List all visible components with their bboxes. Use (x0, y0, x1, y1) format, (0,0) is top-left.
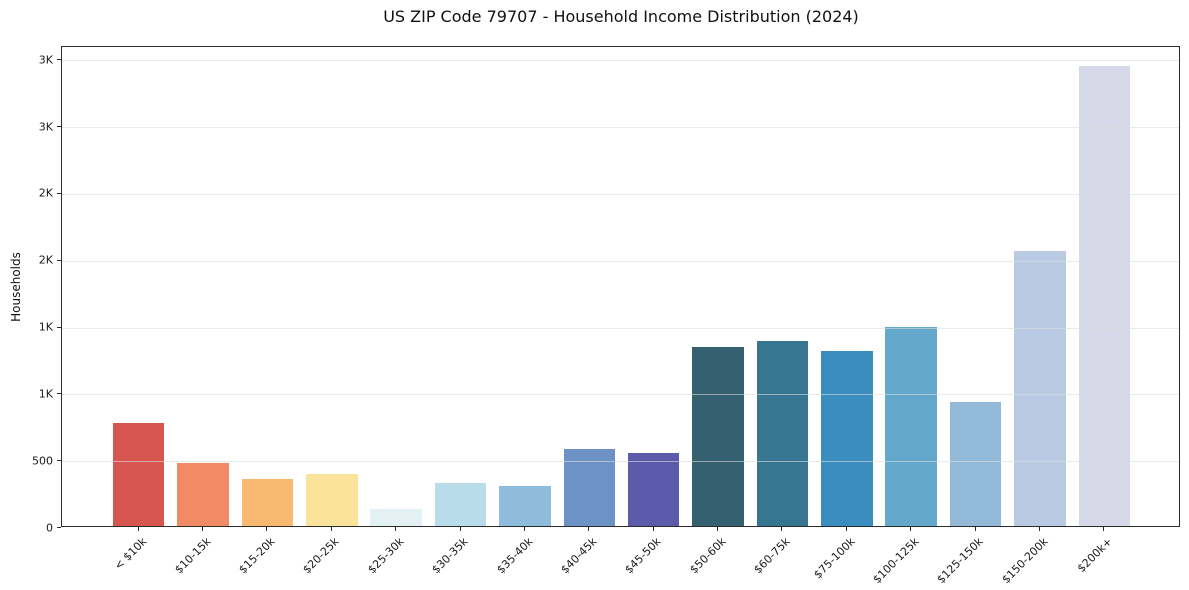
bar-$30-35k (434, 483, 487, 526)
x-tick-label: $35-40k (493, 535, 536, 577)
x-tick-label: $45-50k (622, 535, 664, 577)
bar-$15-20k (241, 479, 294, 526)
y-tick-mark (57, 126, 61, 128)
y-tick-label: 3K (38, 120, 53, 134)
bar-$60-75k (756, 340, 809, 526)
bar-$125-150k (949, 401, 1002, 526)
x-tick-mark (845, 527, 847, 531)
x-tick-mark (395, 527, 397, 531)
x-tick-mark (717, 527, 719, 531)
x-tick-mark (910, 527, 912, 531)
y-tick-label: 0 (46, 521, 53, 534)
x-tick-label: $25-30k (365, 535, 407, 577)
x-tick-label: $15-20k (236, 535, 278, 577)
x-tick-mark (974, 527, 976, 531)
x-tick-mark (652, 527, 654, 531)
x-tick-mark (588, 527, 590, 531)
y-tick-label: 2K (38, 186, 53, 200)
x-tick-mark (266, 527, 268, 531)
gridline (62, 193, 1179, 195)
x-tick-label: $10-15k (171, 535, 214, 577)
x-tick-mark (330, 527, 332, 531)
x-tick-label: $30-35k (429, 535, 471, 577)
x-tick-label: $125-150k (934, 535, 986, 587)
bar-$100-125k (885, 326, 937, 526)
bar-$150-200k (1014, 251, 1066, 526)
y-tick-label: 2K (38, 253, 53, 267)
bar-$45-50k (627, 453, 680, 526)
x-tick-label: $100-125k (870, 535, 922, 587)
bar-$20-25k (306, 473, 358, 526)
y-tick-mark (57, 259, 61, 261)
gridline (62, 327, 1179, 329)
x-tick-label: $75-100k (810, 535, 858, 582)
x-tick-label: $60-75k (751, 535, 793, 577)
plot-area (61, 46, 1180, 527)
chart-title: US ZIP Code 79707 - Household Income Dis… (383, 7, 859, 26)
gridline (62, 60, 1179, 62)
bar-$75-100k (821, 350, 873, 526)
bar-$200k+ (1078, 66, 1131, 526)
x-tick-mark (1103, 527, 1105, 531)
x-tick-mark (1038, 527, 1040, 531)
x-tick-mark (523, 527, 525, 531)
y-tick-label: 500 (32, 454, 53, 468)
y-tick-label: 1K (38, 387, 53, 401)
bar-< $10k (112, 423, 165, 526)
x-tick-mark (137, 527, 139, 531)
x-tick-label: $200k+ (1074, 535, 1115, 576)
x-tick-mark (459, 527, 461, 531)
bar-$35-40k (499, 485, 551, 526)
x-tick-label: < $10k (111, 535, 149, 573)
y-tick-mark (57, 192, 61, 194)
gridline (62, 461, 1179, 463)
y-tick-label: 1K (38, 320, 53, 334)
gridline (62, 260, 1179, 262)
y-tick-label: 3K (38, 53, 53, 67)
y-tick-mark (57, 326, 61, 328)
bar-$10-15k (177, 462, 229, 526)
bar-$50-60k (692, 346, 744, 526)
y-tick-mark (57, 460, 61, 462)
bar-$25-30k (370, 509, 422, 526)
gridline (62, 394, 1179, 396)
y-tick-mark (57, 59, 61, 61)
y-tick-mark (57, 393, 61, 395)
gridline (62, 127, 1179, 129)
y-tick-mark (57, 527, 61, 528)
x-tick-mark (781, 527, 783, 531)
x-tick-label: $20-25k (300, 535, 342, 577)
x-tick-label: $40-45k (558, 535, 600, 577)
x-tick-mark (202, 527, 203, 531)
x-tick-label: $50-60k (687, 535, 729, 577)
x-tick-label: $150-200k (999, 535, 1051, 587)
